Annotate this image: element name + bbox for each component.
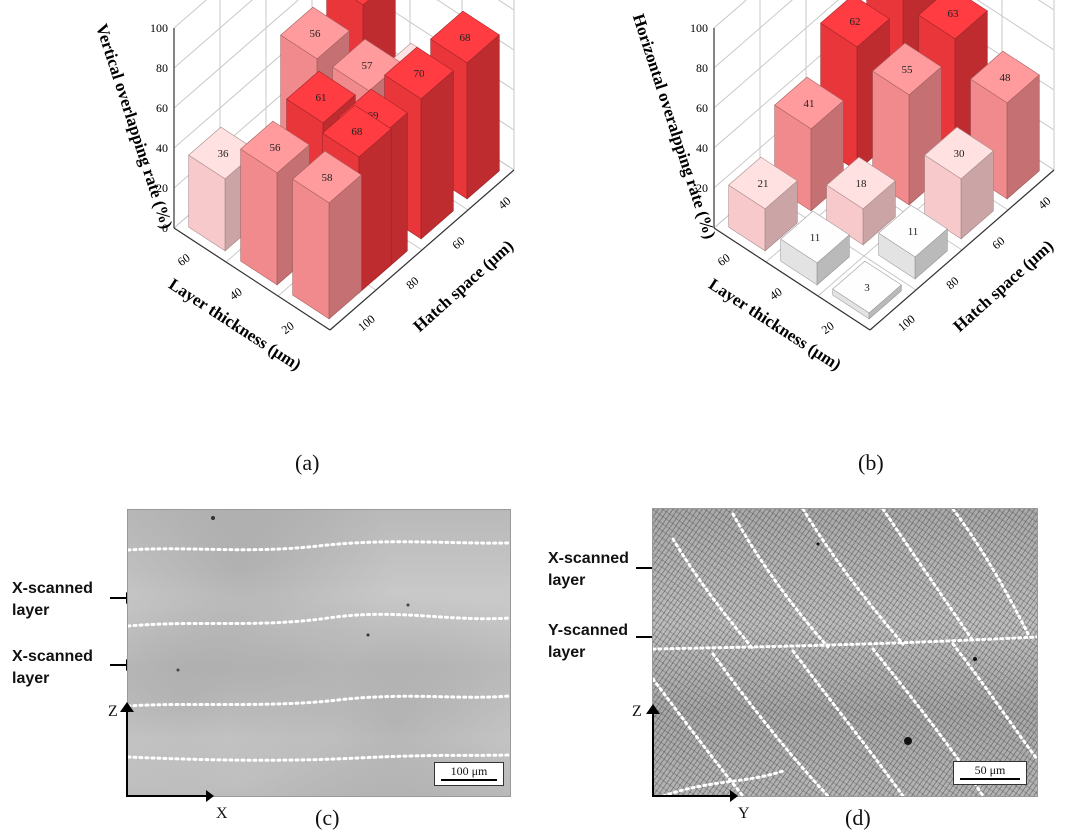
bar-value-label: 56 — [270, 142, 282, 154]
panel-c-x-label: X — [216, 805, 228, 822]
bar-value-label: 69 — [368, 110, 380, 122]
hatch-axis-title: Hatch space (μm) — [950, 236, 1058, 336]
bar-value-label: 56 — [310, 28, 322, 40]
z-tick-label: 100 — [150, 21, 168, 35]
z-tick-label: 20 — [696, 181, 708, 195]
bar-value-label: 61 — [316, 92, 327, 104]
panel-d-scale-text: 50 μm — [974, 763, 1006, 777]
bar-value-label: 11 — [810, 232, 821, 244]
panel-c-scale-text: 100 μm — [450, 764, 488, 778]
z-tick-label: 60 — [696, 101, 708, 115]
bar-value-label: 62 — [850, 16, 861, 28]
panel-c-scale-bar: 100 μm — [434, 762, 504, 786]
panel-c-arrow-2 — [110, 659, 134, 671]
panel-d-label-1: X-scanned layer — [548, 550, 629, 589]
panel-c-caption: (c) — [315, 805, 340, 830]
bar: 11 — [878, 204, 948, 280]
hatch-tick-label: 60 — [449, 234, 467, 252]
layer-tick-label: 40 — [227, 285, 245, 303]
bar: 41 — [774, 76, 844, 212]
panel-d-y-label: Y — [738, 805, 750, 822]
panel-d-z-label: Z — [632, 703, 642, 720]
layer-tick-label: 20 — [279, 319, 297, 337]
z-tick-label: 40 — [156, 141, 168, 155]
z-axis-title: Vertical overlapping rate (%) — [92, 22, 176, 232]
panel-d-label-2: Y-scanned layer — [548, 622, 629, 661]
bar-value-label: 68 — [351, 126, 363, 138]
panel-c-label-1: X-scanned layer — [12, 580, 93, 619]
bar: 11 — [780, 210, 850, 286]
layer-tick-label: 60 — [175, 251, 193, 269]
bar-value-label: 70 — [414, 68, 426, 80]
panel-c-micrograph: 100 μm — [127, 509, 511, 797]
panel-d-z-axis — [652, 712, 654, 796]
panel-d-y-axis — [652, 790, 738, 802]
bar: 55 — [872, 42, 942, 206]
panel-c-z-label: Z — [108, 703, 118, 720]
bar-value-label: 63 — [948, 8, 960, 20]
panel-d-micrograph: 50 μm — [652, 508, 1038, 797]
bar: 58 — [292, 150, 362, 320]
panel-d-scale-bar: 50 μm — [953, 761, 1027, 785]
panel-c-arrow-1 — [110, 592, 134, 604]
bar: 18 — [826, 156, 896, 246]
hatch-tick-label: 60 — [989, 234, 1007, 252]
z-tick-label: 100 — [690, 21, 708, 35]
panel-c-label-2: X-scanned layer — [12, 648, 93, 687]
bar-value-label: 41 — [804, 98, 815, 110]
z-tick-label: 0 — [162, 221, 168, 235]
hatch-tick-label: 40 — [495, 194, 513, 212]
bar-value-label: 55 — [902, 64, 914, 76]
panel-a-caption: (a) — [295, 450, 320, 475]
bar-value-label: 58 — [322, 172, 334, 184]
z-tick-label: 80 — [696, 61, 708, 75]
panel-b-caption: (b) — [858, 450, 884, 475]
hatch-tick-label: 100 — [895, 312, 918, 334]
hatch-tick-label: 100 — [355, 312, 378, 334]
bar-value-label: 11 — [908, 226, 919, 238]
layer-tick-label: 20 — [819, 319, 837, 337]
hatch-axis-title: Hatch space (μm) — [410, 236, 518, 336]
hatch-tick-label: 40 — [1035, 194, 1053, 212]
bar-value-label: 48 — [1000, 72, 1012, 84]
hatch-tick-label: 80 — [403, 274, 421, 292]
layer-tick-label: 40 — [767, 285, 785, 303]
z-axis-title: Horizontal overalpping rate (%) — [629, 11, 720, 241]
axis-frame — [713, 28, 1055, 331]
panel-d-caption: (d) — [845, 805, 871, 830]
layer-tick-label: 60 — [715, 251, 733, 269]
bars: 635635576836617056696858 — [188, 0, 500, 320]
bar: 3 — [832, 260, 902, 320]
panel-c-z-axis — [126, 710, 128, 796]
bar-value-label: 3 — [864, 282, 870, 294]
bar-value-label: 18 — [856, 178, 868, 190]
bar: 21 — [728, 156, 798, 252]
z-tick-label: 40 — [696, 141, 708, 155]
bar-value-label: 36 — [218, 148, 230, 160]
bar-value-label: 57 — [362, 60, 374, 72]
bars: 81626341554821183011113 — [728, 0, 1040, 320]
panel-c-z-arrowhead — [120, 702, 134, 712]
bar-value-label: 21 — [758, 178, 769, 190]
bar-value-label: 30 — [954, 148, 966, 160]
bar-value-label: 68 — [460, 32, 472, 44]
z-tick-label: 80 — [156, 61, 168, 75]
z-tick-label: 20 — [156, 181, 168, 195]
panel-c-x-axis — [126, 790, 214, 802]
z-tick-label: 60 — [156, 101, 168, 115]
hatch-tick-label: 80 — [943, 274, 961, 292]
axis-frame — [173, 28, 515, 331]
panel-d-z-arrowhead — [646, 704, 660, 714]
